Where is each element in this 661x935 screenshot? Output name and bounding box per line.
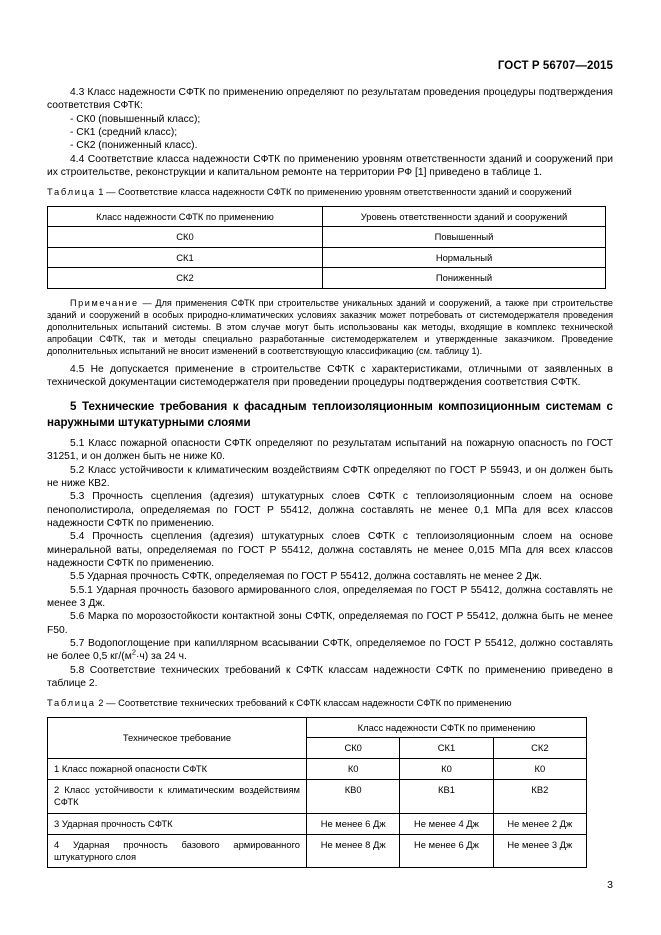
page-number: 3 (607, 879, 613, 891)
table-2-cell-sk1: Не менее 6 Дж (399, 834, 494, 869)
table-2-caption-label: Таблица (47, 697, 96, 709)
table-2: Техническое требование Класс надежности … (47, 716, 588, 869)
table-2-cell-sk2: К0 (492, 757, 588, 781)
table-2-cell-sk1: Не менее 4 Дж (399, 812, 494, 836)
section-5-heading: 5 Технические требования к фасадным тепл… (47, 400, 613, 429)
table-1-cell-class: СК0 (47, 226, 323, 248)
table-1-caption-number: 1 (98, 186, 104, 198)
table-1-caption-label: Таблица (47, 186, 96, 198)
table-2-cell-sk1: К0 (399, 757, 494, 781)
clause-5-7: 5.7 Водопоглощение при капиллярном всасы… (47, 637, 613, 664)
clause-5-5-1: 5.5.1 Ударная прочность базового армиров… (47, 584, 613, 609)
page-content: 4.3 Класс надежности СФТК по применению … (47, 86, 613, 869)
standard-header: ГОСТ Р 56707—2015 (497, 60, 613, 72)
table-2-header-group: Класс надежности СФТК по применению (306, 716, 587, 739)
table-2-header-requirement: Техническое требование (47, 716, 307, 759)
table-row: СК1 Нормальный (47, 246, 606, 269)
table-row-header: Класс надежности СФТК по применению Уров… (47, 205, 606, 228)
table-row: СК0 Повышенный (47, 226, 606, 248)
table-2-header-sk2: СК2 (492, 737, 588, 759)
table-2-caption-number: 2 (98, 697, 104, 709)
table-2-cell-requirement: 2 Класс устойчивости к климатическим воз… (47, 779, 307, 814)
table-2-cell-requirement: 4 Ударная прочность базового армированно… (47, 834, 307, 869)
clause-5-7-superscript: 2 (131, 647, 136, 657)
table-row: 1 Класс пожарной опасности СФТК К0 К0 К0 (47, 757, 588, 781)
clause-5-1: 5.1 Класс пожарной опасности СФТК опреде… (47, 437, 613, 463)
clause-4-3-item-0: - СК0 (повышенный класс); (70, 113, 201, 125)
table-row: СК2 Пониженный (47, 267, 606, 290)
table-1-header-class: Класс надежности СФТК по применению (47, 205, 323, 228)
table-row: 4 Ударная прочность базового армированно… (47, 834, 588, 869)
clause-4-3-item-1: - СК1 (средний класс); (70, 127, 178, 139)
table-1-cell-level: Нормальный (322, 246, 606, 269)
clause-5-8: 5.8 Соответствие технических требований … (47, 664, 613, 690)
table-2-caption-dash: — (103, 697, 119, 709)
clause-5-3: 5.3 Прочность сцепления (адгезия) штукат… (47, 491, 613, 529)
clause-5-4: 5.4 Прочность сцепления (адгезия) штукат… (47, 531, 613, 569)
table-row-header-classes: СК0 СК1 СК2 (48, 737, 588, 759)
note-dash: — (138, 298, 156, 309)
table-2-cell-sk0: К0 (305, 757, 401, 781)
table-1: Класс надежности СФТК по применению Уров… (47, 205, 606, 290)
table-2-cell-requirement: 1 Класс пожарной опасности СФТК (47, 757, 307, 781)
table-1-header-level: Уровень ответственности зданий и сооруже… (322, 205, 606, 228)
table-2-cell-sk0: Не менее 8 Дж (305, 834, 401, 869)
clause-5-7-part-a: 5.7 Водопоглощение при капиллярном всасы… (47, 637, 613, 663)
table-2-cell-requirement: 3 Ударная прочность СФТК (47, 812, 307, 836)
table-2-cell-sk2: Не менее 2 Дж (492, 812, 588, 836)
table-2-cell-sk1: КВ1 (399, 779, 494, 814)
clause-4-3: 4.3 Класс надежности СФТК по применению … (47, 87, 613, 112)
table-2-caption-text: Соответствие технических требований к СФ… (118, 697, 512, 709)
clause-5-2: 5.2 Класс устойчивости к климатическим в… (47, 464, 613, 489)
clause-4-3-item-2: - СК2 (пониженный класс). (70, 140, 198, 152)
table-1-cell-class: СК2 (47, 267, 323, 290)
clause-4-4: 4.4 Соответствие класса надежности СФТК … (47, 153, 613, 179)
note-label: Примечание (70, 298, 139, 309)
table-2-cell-sk0: Не менее 6 Дж (305, 812, 401, 836)
table-1-caption-text: Соответствие класса надежности СФТК по п… (118, 186, 572, 198)
table-1-cell-level: Пониженный (322, 267, 606, 290)
table-2-cell-sk2: КВ2 (492, 779, 588, 814)
note-paragraph: Примечание — Для применения СФТК при стр… (47, 297, 613, 357)
table-1-caption-dash: — (103, 186, 119, 198)
table-1-cell-class: СК1 (47, 246, 323, 269)
table-1-cell-level: Повышенный (322, 226, 606, 248)
table-row-header-group: Техническое требование Класс надежности … (47, 716, 587, 759)
table-row: 2 Класс устойчивости к климатическим воз… (47, 779, 588, 814)
table-row: 3 Ударная прочность СФТК Не менее 6 Дж Н… (47, 812, 588, 836)
table-1-caption: Таблица 1 — Соответствие класса надежнос… (47, 186, 613, 198)
table-2-header-sk1: СК1 (399, 737, 494, 759)
table-2-cell-sk0: КВ0 (305, 779, 401, 814)
clause-5-5: 5.5 Ударная прочность СФТК, определяемая… (70, 571, 542, 583)
note-text: Для применения СФТК при строительстве ун… (47, 298, 613, 357)
table-2-header-sk0: СК0 (305, 737, 401, 759)
clause-5-7-part-b: ·ч) за 24 ч. (135, 651, 187, 663)
clause-5-6: 5.6 Марка по морозостойкости контактной … (47, 611, 613, 636)
table-2-caption: Таблица 2 — Соответствие технических тре… (47, 697, 613, 709)
clause-4-5: 4.5 Не допускается применение в строител… (47, 363, 613, 388)
table-2-cell-sk2: Не менее 3 Дж (492, 834, 588, 869)
